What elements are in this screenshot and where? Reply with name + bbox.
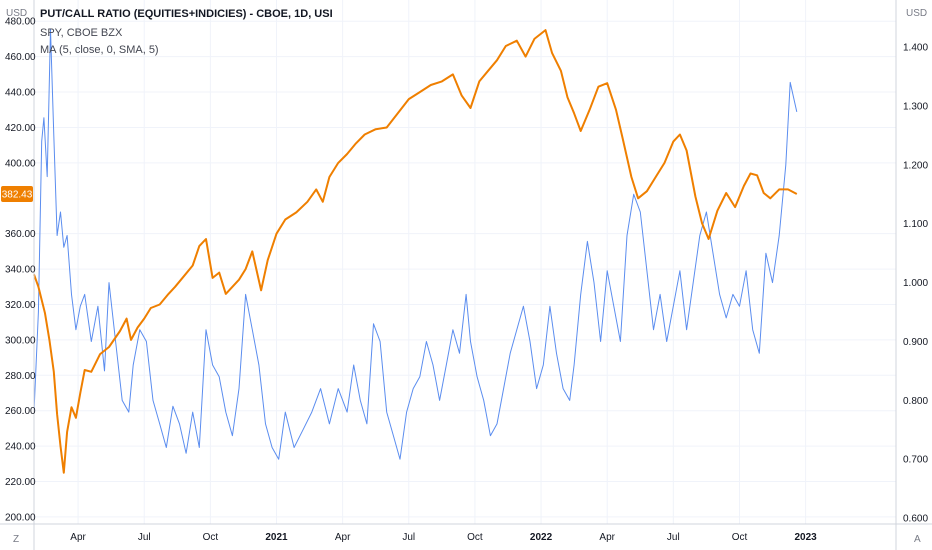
series-layer [33, 28, 798, 474]
left-tick-label: 460.00 [5, 52, 36, 63]
right-tick-label: 1.400 [903, 43, 928, 54]
left-tick-label: 220.00 [5, 477, 36, 488]
last-price-label: 382.43 [2, 189, 33, 200]
spy-series-line [33, 29, 798, 474]
x-tick-label: 2023 [794, 532, 817, 543]
left-tick-label: 360.00 [5, 229, 36, 240]
x-tick-label: Jul [138, 532, 151, 543]
left-tick-label: 320.00 [5, 300, 36, 311]
left-tick-label: 340.00 [5, 265, 36, 276]
right-tick-label: 1.100 [903, 219, 928, 230]
chart-title[interactable]: PUT/CALL RATIO (EQUITIES+INDICIES) - CBO… [40, 8, 333, 20]
x-tick-label: Oct [203, 532, 219, 543]
left-tick-label: 300.00 [5, 335, 36, 346]
right-tick-label: 0.900 [903, 337, 928, 348]
x-tick-label: 2021 [265, 532, 288, 543]
x-tick-label: Jul [402, 532, 415, 543]
right-axis-unit: USD [906, 8, 928, 19]
x-tick-label: Apr [599, 532, 615, 543]
left-tick-label: 480.00 [5, 17, 36, 28]
auto-scale-button[interactable]: A [914, 534, 921, 545]
x-tick-label: Jul [667, 532, 680, 543]
legend-ma[interactable]: MA (5, close, 0, SMA, 5) [40, 44, 159, 56]
x-tick-label: Apr [70, 532, 86, 543]
gridlines [34, 0, 896, 524]
left-tick-label: 280.00 [5, 371, 36, 382]
x-tick-label: 2022 [530, 532, 553, 543]
x-tick-label: Oct [467, 532, 483, 543]
right-tick-label: 1.200 [903, 160, 928, 171]
right-tick-label: 1.300 [903, 101, 928, 112]
right-tick-label: 0.700 [903, 455, 928, 466]
last-price-badge [1, 185, 33, 202]
left-tick-label: 400.00 [5, 158, 36, 169]
left-tick-label: 440.00 [5, 88, 36, 99]
left-tick-label: 200.00 [5, 512, 36, 523]
left-tick-label: 260.00 [5, 406, 36, 417]
right-tick-label: 0.600 [903, 514, 928, 525]
left-tick-label: 240.00 [5, 442, 36, 453]
ratio-series-line [33, 28, 798, 460]
right-tick-label: 0.800 [903, 396, 928, 407]
legend-symbol[interactable]: SPY, CBOE BZX [40, 27, 123, 39]
x-tick-label: Apr [335, 532, 351, 543]
left-tick-label: 420.00 [5, 123, 36, 134]
left-axis-unit: USD [6, 8, 28, 19]
timezone-button[interactable]: Z [13, 534, 20, 545]
x-tick-label: Oct [732, 532, 748, 543]
right-tick-label: 1.000 [903, 278, 928, 289]
